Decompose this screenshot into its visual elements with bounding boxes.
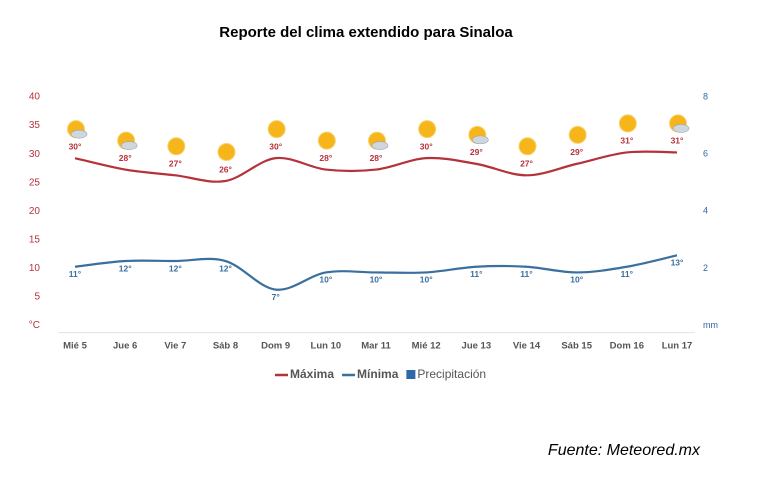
- x-tick-label: Dom 16: [610, 341, 644, 352]
- data-label: 10°: [370, 275, 383, 285]
- weather-cloud: [672, 124, 690, 133]
- x-tick-label: Jue 6: [113, 341, 137, 352]
- data-label: 28°: [119, 153, 132, 163]
- data-label: 29°: [470, 147, 483, 157]
- data-label: 30°: [420, 141, 433, 151]
- data-label: 10°: [319, 275, 332, 285]
- source: Fuente: Meteored.mx: [548, 442, 701, 459]
- y-tick-label: 20: [29, 206, 41, 217]
- legend-swatch: [406, 370, 416, 379]
- y-tick-label: 15: [29, 235, 41, 246]
- legend-label: Máxima: [290, 367, 334, 381]
- x-tick-label: Mié 5: [63, 341, 87, 352]
- weather-sun: [418, 120, 437, 139]
- data-label: 11°: [621, 269, 634, 279]
- weather-sun: [317, 131, 336, 150]
- y2-tick-label: 6: [703, 149, 708, 159]
- y-tick-label: 25: [29, 177, 41, 188]
- data-label: 27°: [520, 159, 533, 169]
- data-label: 12°: [219, 263, 232, 273]
- y2-tick-label: 4: [703, 206, 708, 216]
- legend-label: Mínima: [357, 367, 399, 381]
- weather-sun: [167, 137, 186, 156]
- weather-sun: [568, 125, 587, 144]
- weather-sun: [267, 120, 286, 139]
- y2-tick-label: 8: [703, 91, 708, 101]
- x-tick-label: Dom 9: [261, 341, 290, 352]
- data-label: 12°: [169, 263, 182, 273]
- series-line: [74, 254, 678, 291]
- y-tick-label: °C: [29, 320, 40, 331]
- y2-tick-label: mm: [703, 320, 718, 330]
- weather-cloud: [120, 141, 138, 150]
- data-label: 10°: [420, 275, 433, 285]
- data-label: 29°: [570, 147, 583, 157]
- weather-sun: [518, 137, 537, 156]
- y-tick-label: 5: [34, 292, 40, 303]
- series-line: [74, 150, 678, 183]
- data-label: 7°: [272, 292, 281, 302]
- data-label: 30°: [269, 141, 282, 151]
- data-label: 11°: [520, 269, 533, 279]
- data-label: 11°: [470, 269, 483, 279]
- data-label: 13°: [671, 258, 684, 268]
- x-tick-label: Lun 17: [662, 341, 693, 352]
- chart-title: Reporte del clima extendido para Sinaloa: [219, 24, 513, 41]
- x-tick-label: Mar 11: [361, 341, 391, 352]
- weather-cloud: [70, 129, 88, 139]
- data-label: 28°: [319, 153, 332, 163]
- data-label: 10°: [570, 275, 583, 285]
- data-label: 30°: [69, 141, 82, 151]
- y-tick-label: 10: [29, 263, 41, 274]
- x-tick-label: Vie 14: [513, 341, 541, 352]
- y-tick-label: 30: [29, 149, 41, 160]
- y-tick-label: 40: [29, 92, 41, 103]
- weather-sun: [217, 143, 236, 162]
- data-label: 31°: [620, 136, 633, 146]
- data-label: 11°: [69, 269, 82, 279]
- legend-label: Precipitación: [417, 367, 486, 381]
- x-tick-label: Mié 12: [412, 341, 441, 352]
- data-label: 31°: [671, 136, 684, 146]
- weather-cloud: [371, 141, 389, 150]
- y2-tick-label: 2: [703, 263, 708, 273]
- x-tick-label: Vie 7: [164, 341, 186, 352]
- y-tick-label: 35: [29, 120, 41, 131]
- x-tick-label: Sáb 8: [213, 341, 238, 352]
- weather-cloud: [472, 135, 489, 145]
- x-tick-label: Sáb 15: [561, 341, 592, 352]
- x-tick-label: Jue 13: [462, 341, 492, 352]
- data-label: 12°: [119, 263, 132, 273]
- data-label: 26°: [219, 164, 232, 174]
- weather-sun: [618, 114, 637, 133]
- data-label: 27°: [169, 159, 182, 169]
- x-tick-label: Lun 10: [311, 341, 342, 352]
- data-label: 28°: [370, 153, 383, 163]
